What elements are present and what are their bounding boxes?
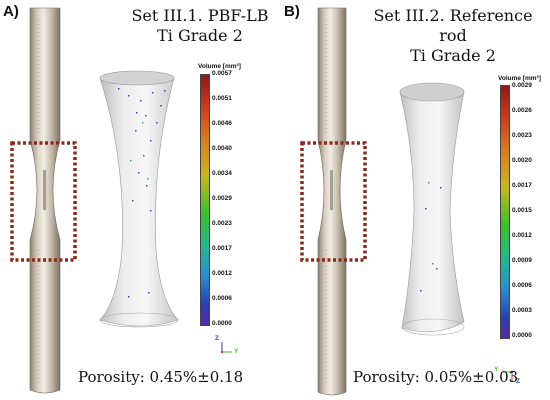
colorbar-a-tick: 0.0006 — [212, 295, 232, 302]
axis-b-z-label: Z — [516, 378, 520, 385]
colorbar-b-tick: 0.0023 — [512, 132, 532, 139]
colorbar-b-tick: 0.0003 — [512, 307, 532, 314]
panel-a-porosity: Porosity: 0.45%±0.18 — [78, 368, 244, 386]
colorbar-a-tick: 0.0029 — [212, 195, 232, 202]
colorbar-a-tick: 0.0034 — [212, 170, 232, 177]
colorbar-b-tick: 0.0029 — [512, 82, 532, 89]
rod-a-photo — [29, 7, 61, 394]
colorbar-b-tick: 0.0006 — [512, 282, 532, 289]
panel-b-porosity: Porosity: 0.05%±0.03 — [353, 368, 519, 386]
rod-a-highlight-box — [10, 141, 77, 262]
colorbar-a-tick: 0.0012 — [212, 270, 232, 277]
colorbar-b-tick: 0.0026 — [512, 107, 532, 114]
panel-a-title-line1: Set III.1. PBF-LB — [131, 6, 269, 25]
axis-triad-b — [502, 370, 514, 382]
colorbar-b — [500, 85, 510, 339]
colorbar-a-tick: 0.0051 — [212, 95, 232, 102]
panel-b-title-line2: Ti Grade 2 — [410, 46, 496, 65]
colorbar-a — [200, 74, 210, 326]
panel-b-title: Set III.2. Reference rod Ti Grade 2 — [358, 6, 548, 66]
axis-a-z-label: Z — [215, 335, 219, 342]
colorbar-a-tick: 0.0057 — [212, 70, 232, 77]
colorbar-a-ticks: 0.0057 0.0051 0.0046 0.0040 0.0034 0.002… — [212, 70, 252, 330]
axis-a-y-label: Y — [234, 348, 239, 355]
colorbar-b-tick: 0.0020 — [512, 157, 532, 164]
colorbar-a-tick: 0.0017 — [212, 245, 232, 252]
colorbar-b-tick: 0.0012 — [512, 232, 532, 239]
colorbar-a-tick: 0.0023 — [212, 220, 232, 227]
rod-b-highlight-box — [300, 141, 367, 262]
panel-a-letter: A) — [3, 3, 19, 20]
colorbar-b-title: Volume [mm³] — [498, 75, 541, 82]
colorbar-b-tick: 0.0015 — [512, 207, 532, 214]
ct-scan-b — [399, 82, 465, 336]
colorbar-b-tick: 0.0017 — [512, 182, 532, 189]
colorbar-a-tick: 0.0046 — [212, 120, 232, 127]
ct-scan-a — [99, 70, 179, 328]
panel-a-title-line2: Ti Grade 2 — [157, 26, 243, 45]
colorbar-a-title: Volume [mm³] — [198, 63, 241, 70]
colorbar-b-tick: 0.0000 — [512, 332, 532, 339]
panel-b-title-line1: Set III.2. Reference rod — [373, 6, 533, 45]
colorbar-b-tick: 0.0009 — [512, 257, 532, 264]
rod-b-photo — [317, 7, 347, 396]
panel-a-title: Set III.1. PBF-LB Ti Grade 2 — [100, 6, 300, 46]
colorbar-a-tick: 0.0000 — [212, 320, 232, 327]
colorbar-b-ticks: 0.0029 0.0026 0.0023 0.0020 0.0017 0.001… — [512, 82, 548, 342]
colorbar-a-tick: 0.0040 — [212, 145, 232, 152]
axis-b-y-label: Y — [494, 366, 499, 373]
panel-b-letter: B) — [284, 3, 300, 20]
axis-triad-a — [220, 342, 232, 354]
